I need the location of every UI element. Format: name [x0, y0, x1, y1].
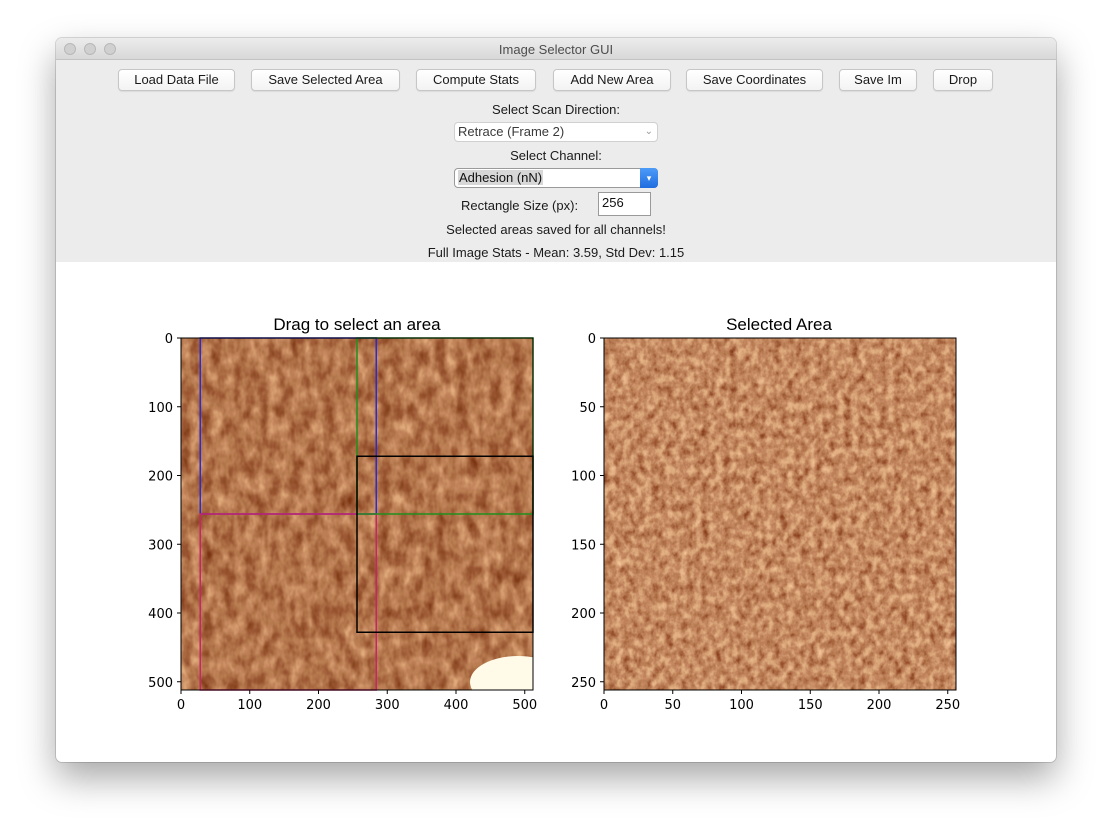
right-x-tick-label: 250: [935, 698, 960, 713]
left-plot-title: Drag to select an area: [273, 315, 441, 334]
save-im-button[interactable]: Save Im: [839, 69, 917, 91]
title-bar: Image Selector GUI: [56, 38, 1056, 60]
window-title: Image Selector GUI: [498, 42, 614, 57]
right-y-tick-label: 0: [588, 332, 596, 347]
load-data-file-button[interactable]: Load Data File: [118, 69, 235, 91]
add-new-area-button[interactable]: Add New Area: [553, 69, 671, 91]
right-image-plot: 0 50 100 150 200 250 0 50 100 150 200 250: [571, 332, 960, 713]
left-x-ticks: 0 100 200 300 400 500: [177, 690, 537, 713]
left-y-ticks: 0 100 200 300 400 500: [148, 332, 181, 691]
left-x-tick-label: 400: [444, 698, 469, 713]
channel-value: Adhesion (nN): [458, 170, 544, 185]
left-y-tick-label: 300: [148, 538, 173, 553]
right-x-tick-label: 0: [600, 698, 608, 713]
right-x-tick-label: 150: [798, 698, 823, 713]
channel-select[interactable]: Adhesion (nN) ▾: [454, 168, 658, 188]
scan-direction-label: Select Scan Direction:: [492, 102, 620, 117]
channel-label: Select Channel:: [510, 148, 602, 163]
zoom-window-icon[interactable]: [104, 43, 116, 55]
left-y-tick-label: 0: [165, 332, 173, 347]
left-x-tick-label: 100: [237, 698, 262, 713]
left-y-tick-label: 500: [148, 676, 173, 691]
left-image-plot: 0 100 200 300 400 500 0 100 200 300 400 500: [148, 332, 566, 713]
chevron-updown-icon: ▾: [640, 168, 658, 188]
chevron-down-icon: ⌄: [644, 126, 653, 137]
right-plot-frame: [603, 337, 957, 691]
right-x-tick-label: 200: [867, 698, 892, 713]
right-y-tick-label: 100: [571, 470, 596, 485]
right-y-tick-label: 150: [571, 538, 596, 553]
right-x-ticks: 0 50 100 150 200 250: [600, 690, 960, 713]
minimize-window-icon[interactable]: [84, 43, 96, 55]
scan-direction-value: Retrace (Frame 2): [458, 124, 565, 139]
right-y-tick-label: 50: [579, 401, 596, 416]
left-x-tick-label: 300: [375, 698, 400, 713]
afm-image-full[interactable]: [181, 338, 566, 708]
left-y-tick-label: 200: [148, 470, 173, 485]
right-x-tick-label: 50: [664, 698, 681, 713]
drop-button[interactable]: Drop: [933, 69, 993, 91]
full-image-stats: Full Image Stats - Mean: 3.59, Std Dev: …: [427, 245, 685, 260]
compute-stats-button[interactable]: Compute Stats: [416, 69, 536, 91]
right-y-ticks: 0 50 100 150 200 250: [571, 332, 604, 691]
app-window: Image Selector GUI Load Data File Save S…: [56, 38, 1056, 762]
save-coordinates-button[interactable]: Save Coordinates: [686, 69, 823, 91]
close-window-icon[interactable]: [64, 43, 76, 55]
scan-direction-select[interactable]: Retrace (Frame 2) ⌄: [454, 122, 658, 142]
control-panel: Load Data File Save Selected Area Comput…: [56, 60, 1056, 262]
left-y-tick-label: 400: [148, 607, 173, 622]
left-x-tick-label: 0: [177, 698, 185, 713]
right-plot-title: Selected Area: [726, 315, 832, 334]
right-y-tick-label: 200: [571, 607, 596, 622]
left-x-tick-label: 500: [512, 698, 537, 713]
right-y-tick-label: 250: [571, 676, 596, 691]
right-x-tick-label: 100: [729, 698, 754, 713]
rectangle-size-input[interactable]: 256: [598, 192, 651, 216]
status-message: Selected areas saved for all channels!: [446, 222, 666, 237]
rectangle-size-label: Rectangle Size (px):: [461, 198, 579, 213]
left-x-tick-label: 200: [306, 698, 331, 713]
left-plot-frame: [180, 337, 534, 691]
left-y-tick-label: 100: [148, 401, 173, 416]
afm-image-selected: [604, 338, 956, 690]
save-selected-area-button[interactable]: Save Selected Area: [251, 69, 400, 91]
